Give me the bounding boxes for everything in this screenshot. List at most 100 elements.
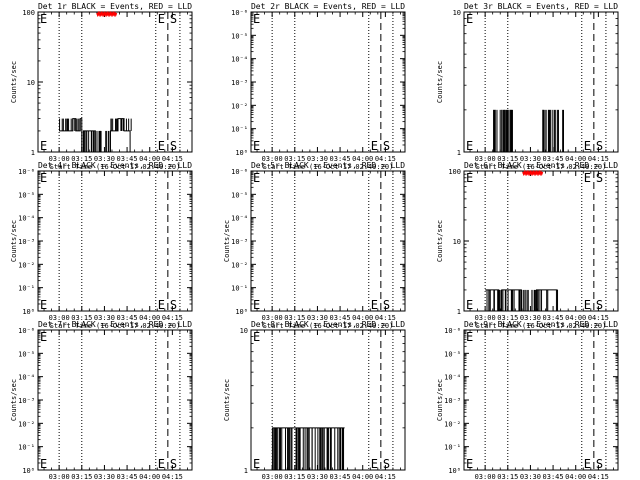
s-label: S <box>596 139 603 153</box>
x-tick-label: 03:15 <box>497 314 518 322</box>
plot-frame <box>250 170 406 312</box>
y-tick-label: 10⁻³ <box>18 397 35 405</box>
x-tick-label: 03:45 <box>117 473 138 480</box>
s-label: S <box>170 139 177 153</box>
x-axis-label: Start Time (16-Oct-17 02:49:20) <box>263 322 394 330</box>
e-label-end: E <box>584 139 591 153</box>
e-label-start-bottom: E <box>466 139 473 153</box>
e-label-start-bottom: E <box>466 298 473 312</box>
x-tick-label: 03:45 <box>117 314 138 322</box>
panel-det-6: Det 6r BLACK = Events, RED = LLD 1 10 100 Co… <box>436 161 619 330</box>
x-tick-label: 04:00 <box>565 155 586 163</box>
y-tick-label: 10⁻⁶ <box>18 327 35 335</box>
x-tick-label: 03:15 <box>284 314 305 322</box>
panel-det-5: Det 5r BLACK = Events, RED = LLD 10⁰ 10⁻¹ 1… <box>223 161 406 330</box>
y-tick-label: 10⁻² <box>18 261 35 269</box>
y-axis-label: Counts/sec <box>10 61 18 103</box>
e-label-start: E <box>40 171 47 185</box>
x-tick-label: 04:00 <box>565 314 586 322</box>
s-label: S <box>170 457 177 471</box>
x-tick-label: 03:15 <box>497 155 518 163</box>
y-tick-label: 1 <box>31 149 35 157</box>
y-tick-label: 10⁻⁵ <box>18 191 35 199</box>
y-tick-label: 10⁰ <box>235 308 248 316</box>
x-tick-label: 04:00 <box>352 473 373 480</box>
lld-trace <box>522 169 544 177</box>
y-tick-label: 10⁻⁵ <box>231 32 248 40</box>
x-tick-label: 03:00 <box>49 473 70 480</box>
y-tick-label: 10⁰ <box>22 308 35 316</box>
x-axis-label: Start Time (16-Oct-17 02:49:20) <box>476 322 607 330</box>
panel-det-4: Det 4r BLACK = Events, RED = LLD 10⁰ 10⁻¹ 1… <box>10 161 193 330</box>
plot-frame <box>37 170 193 312</box>
y-tick-label: 10 <box>453 238 461 246</box>
y-tick-label: 1 <box>457 149 461 157</box>
x-tick-label: 03:45 <box>543 314 564 322</box>
y-axis-label: Counts/sec <box>436 61 444 103</box>
y-tick-label: 10⁻¹ <box>18 285 35 293</box>
plot-frame <box>250 11 406 153</box>
x-tick-label: 03:30 <box>94 473 115 480</box>
panel-title: Det 1r BLACK = Events, RED = LLD <box>38 2 192 11</box>
e-label-start-bottom: E <box>466 457 473 471</box>
x-tick-label: 03:15 <box>71 314 92 322</box>
y-tick-label: 100 <box>448 168 461 176</box>
y-tick-label: 10⁰ <box>22 467 35 475</box>
panel-det-8: Det 8r BLACK = Events, RED = LLD 1 10 Count… <box>223 320 406 480</box>
y-tick-label: 10⁻⁴ <box>231 215 248 223</box>
s-label: S <box>383 298 390 312</box>
y-tick-label: 10⁻² <box>18 420 35 428</box>
panel-title: Det 5r BLACK = Events, RED = LLD <box>251 161 405 170</box>
y-tick-label: 10⁻⁴ <box>444 374 461 382</box>
s-label: S <box>383 457 390 471</box>
x-tick-label: 03:45 <box>330 473 351 480</box>
x-tick-label: 04:15 <box>375 155 396 163</box>
y-tick-label: 10⁰ <box>448 467 461 475</box>
e-label-start-bottom: E <box>40 139 47 153</box>
x-tick-label: 03:45 <box>543 155 564 163</box>
x-axis-label: Start Time (16-Oct-17 02:49:20) <box>263 163 394 171</box>
x-tick-label: 03:15 <box>71 473 92 480</box>
panel-title: Det 2r BLACK = Events, RED = LLD <box>251 2 405 11</box>
x-tick-label: 03:00 <box>49 314 70 322</box>
s-label-top: S <box>170 12 177 26</box>
x-tick-label: 04:15 <box>588 473 609 480</box>
x-tick-label: 03:45 <box>330 155 351 163</box>
panel-det-3: Det 3r BLACK = Events, RED = LLD 1 10 Count… <box>436 2 619 171</box>
e-label-start-bottom: E <box>253 298 260 312</box>
y-tick-label: 10⁻⁶ <box>444 327 461 335</box>
x-tick-label: 03:00 <box>475 473 496 480</box>
y-tick-label: 10⁻⁴ <box>18 215 35 223</box>
events-step-trace <box>59 118 135 153</box>
x-tick-label: 03:30 <box>520 155 541 163</box>
s-label-top: S <box>596 171 603 185</box>
e-label-end-top: E <box>584 171 591 185</box>
x-tick-label: 03:30 <box>307 473 328 480</box>
y-tick-label: 10⁻² <box>231 102 248 110</box>
e-label-start: E <box>466 171 473 185</box>
panel-title: Det 3r BLACK = Events, RED = LLD <box>464 2 618 11</box>
y-tick-label: 10⁻⁴ <box>231 56 248 64</box>
x-tick-label: 04:15 <box>375 473 396 480</box>
e-label-start: E <box>253 171 260 185</box>
y-tick-label: 10⁻⁵ <box>231 191 248 199</box>
plot-frame <box>463 329 619 471</box>
y-tick-label: 10⁻³ <box>231 79 248 87</box>
y-tick-label: 1 <box>244 467 248 475</box>
x-tick-label: 04:15 <box>162 473 183 480</box>
y-tick-label: 10⁻¹ <box>18 444 35 452</box>
panel-title: Det 6r BLACK = Events, RED = LLD <box>464 161 618 170</box>
e-label-end: E <box>371 298 378 312</box>
lld-trace <box>96 10 118 18</box>
e-label-start: E <box>466 12 473 26</box>
y-axis-label: Counts/sec <box>436 379 444 421</box>
y-tick-label: 10⁻⁵ <box>18 350 35 358</box>
x-tick-label: 03:15 <box>497 473 518 480</box>
y-tick-label: 1 <box>457 308 461 316</box>
x-tick-label: 04:00 <box>139 473 160 480</box>
x-tick-label: 04:00 <box>352 314 373 322</box>
x-tick-label: 03:00 <box>475 155 496 163</box>
y-axis-label: Counts/sec <box>223 379 231 421</box>
x-tick-label: 03:15 <box>284 473 305 480</box>
